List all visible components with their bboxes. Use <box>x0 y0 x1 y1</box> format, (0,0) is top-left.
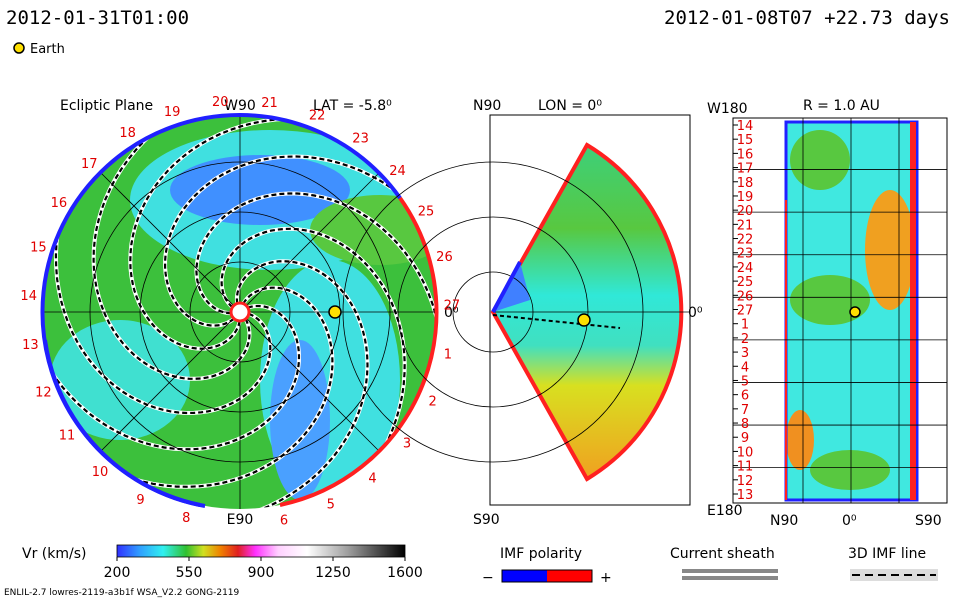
row-label: 15 <box>737 133 754 148</box>
x-label: N90 <box>770 513 798 529</box>
row-label: 23 <box>737 247 754 262</box>
x-label: S90 <box>915 513 942 529</box>
footer: ENLIL-2.7 lowres-2119-a3b1f WSA_V2.2 GON… <box>4 588 240 598</box>
carrington-label: 24 <box>389 164 406 179</box>
colorbar-label: Vr (km/s) <box>22 546 86 562</box>
ecliptic-title: Ecliptic Plane <box>60 98 153 114</box>
row-label: 8 <box>741 417 749 432</box>
row-label: 6 <box>741 389 749 404</box>
imf-minus: − <box>482 570 494 586</box>
colorbar-tick-label: 200 <box>104 565 131 581</box>
imf-line-title: 3D IMF line <box>848 546 926 562</box>
row-label: 5 <box>741 374 749 389</box>
row-label: 18 <box>737 176 754 191</box>
imf-line <box>82 286 334 488</box>
row-label: 19 <box>737 190 754 205</box>
meridional-right: 0⁰ <box>688 305 703 321</box>
earth <box>328 305 342 319</box>
carrington-label: 19 <box>164 105 181 120</box>
colorbar-tick-label: 900 <box>248 565 275 581</box>
row-label: 21 <box>737 218 754 233</box>
carrington-label: 3 <box>403 437 411 452</box>
radial-top: W180 <box>707 101 748 117</box>
carrington-label: 4 <box>368 472 376 487</box>
carrington-label: 5 <box>327 498 335 513</box>
colorbar <box>116 544 406 558</box>
carrington-label: 6 <box>280 513 288 528</box>
row-label: 16 <box>737 147 754 162</box>
row-label: 14 <box>737 119 754 134</box>
carrington-label: 17 <box>81 157 98 172</box>
row-label: 25 <box>737 275 754 290</box>
row-label: 1 <box>741 318 749 333</box>
imf-line <box>54 181 272 415</box>
carrington-label: 1 <box>444 348 452 363</box>
row-label: 2 <box>741 332 749 347</box>
sheath-title: Current sheath <box>670 546 775 562</box>
imf-plus: + <box>600 570 612 586</box>
carrington-label: 8 <box>182 511 190 526</box>
carrington-label: 21 <box>261 96 278 111</box>
carrington-label: 15 <box>30 240 47 255</box>
imf-title: IMF polarity <box>500 546 582 562</box>
longitude: LON = 0⁰ <box>538 98 602 114</box>
imf-line <box>208 260 369 509</box>
imf-line <box>164 155 437 327</box>
meridional-frame <box>489 114 691 506</box>
imf-line <box>43 304 301 451</box>
row-label: 9 <box>741 431 749 446</box>
imf-line <box>92 115 251 380</box>
carrington-label: 9 <box>136 493 144 508</box>
row-label: 22 <box>737 233 754 248</box>
row-label: 13 <box>737 488 754 503</box>
top-label: W90 <box>224 98 256 114</box>
colorbar-tick-label: 1600 <box>387 565 423 581</box>
row-label: 17 <box>737 162 754 177</box>
run-time: 2012-01-08T07 +22.73 days <box>664 7 950 29</box>
imf-line <box>129 117 341 350</box>
carrington-label: 2 <box>429 394 437 409</box>
date: 2012-01-31T01:00 <box>6 7 189 29</box>
carrington-label: 11 <box>59 429 76 444</box>
radial-frame <box>732 117 948 504</box>
colorbar-tick-label: 1250 <box>315 565 351 581</box>
carrington-label: 26 <box>436 250 453 265</box>
radial-title: R = 1.0 AU <box>803 98 880 114</box>
radial-bottom: E180 <box>707 503 743 519</box>
earth-icon <box>13 42 25 54</box>
row-label: 10 <box>737 445 754 460</box>
row-label: 11 <box>737 460 754 475</box>
latitude: LAT = -5.8⁰ <box>313 98 392 114</box>
bottom-label: E90 <box>227 512 254 528</box>
carrington-label: 12 <box>35 385 52 400</box>
earth <box>577 313 591 327</box>
earth <box>849 306 861 318</box>
row-label: 20 <box>737 204 754 219</box>
row-label: 3 <box>741 346 749 361</box>
colorbar-tick-label: 550 <box>176 565 203 581</box>
right-label: 0⁰ <box>444 305 459 321</box>
carrington-label: 18 <box>119 126 136 141</box>
meridional-top: N90 <box>473 98 501 114</box>
x-label: 0⁰ <box>842 513 857 529</box>
row-label: 7 <box>741 403 749 418</box>
carrington-label: 23 <box>352 132 369 147</box>
carrington-label: 27 <box>444 299 461 314</box>
carrington-label: 16 <box>51 196 68 211</box>
carrington-label: 22 <box>309 109 326 124</box>
carrington-label: 25 <box>418 204 435 219</box>
row-label: 27 <box>737 304 754 319</box>
row-label: 26 <box>737 289 754 304</box>
carrington-label: 14 <box>20 289 37 304</box>
row-label: 12 <box>737 474 754 489</box>
row-label: 4 <box>741 360 749 375</box>
row-label: 24 <box>737 261 754 276</box>
carrington-label: 13 <box>22 338 39 353</box>
carrington-label: 20 <box>212 95 229 110</box>
carrington-label: 10 <box>92 465 109 480</box>
meridional-bottom: S90 <box>473 512 500 528</box>
legend-earth: Earth <box>30 42 65 57</box>
